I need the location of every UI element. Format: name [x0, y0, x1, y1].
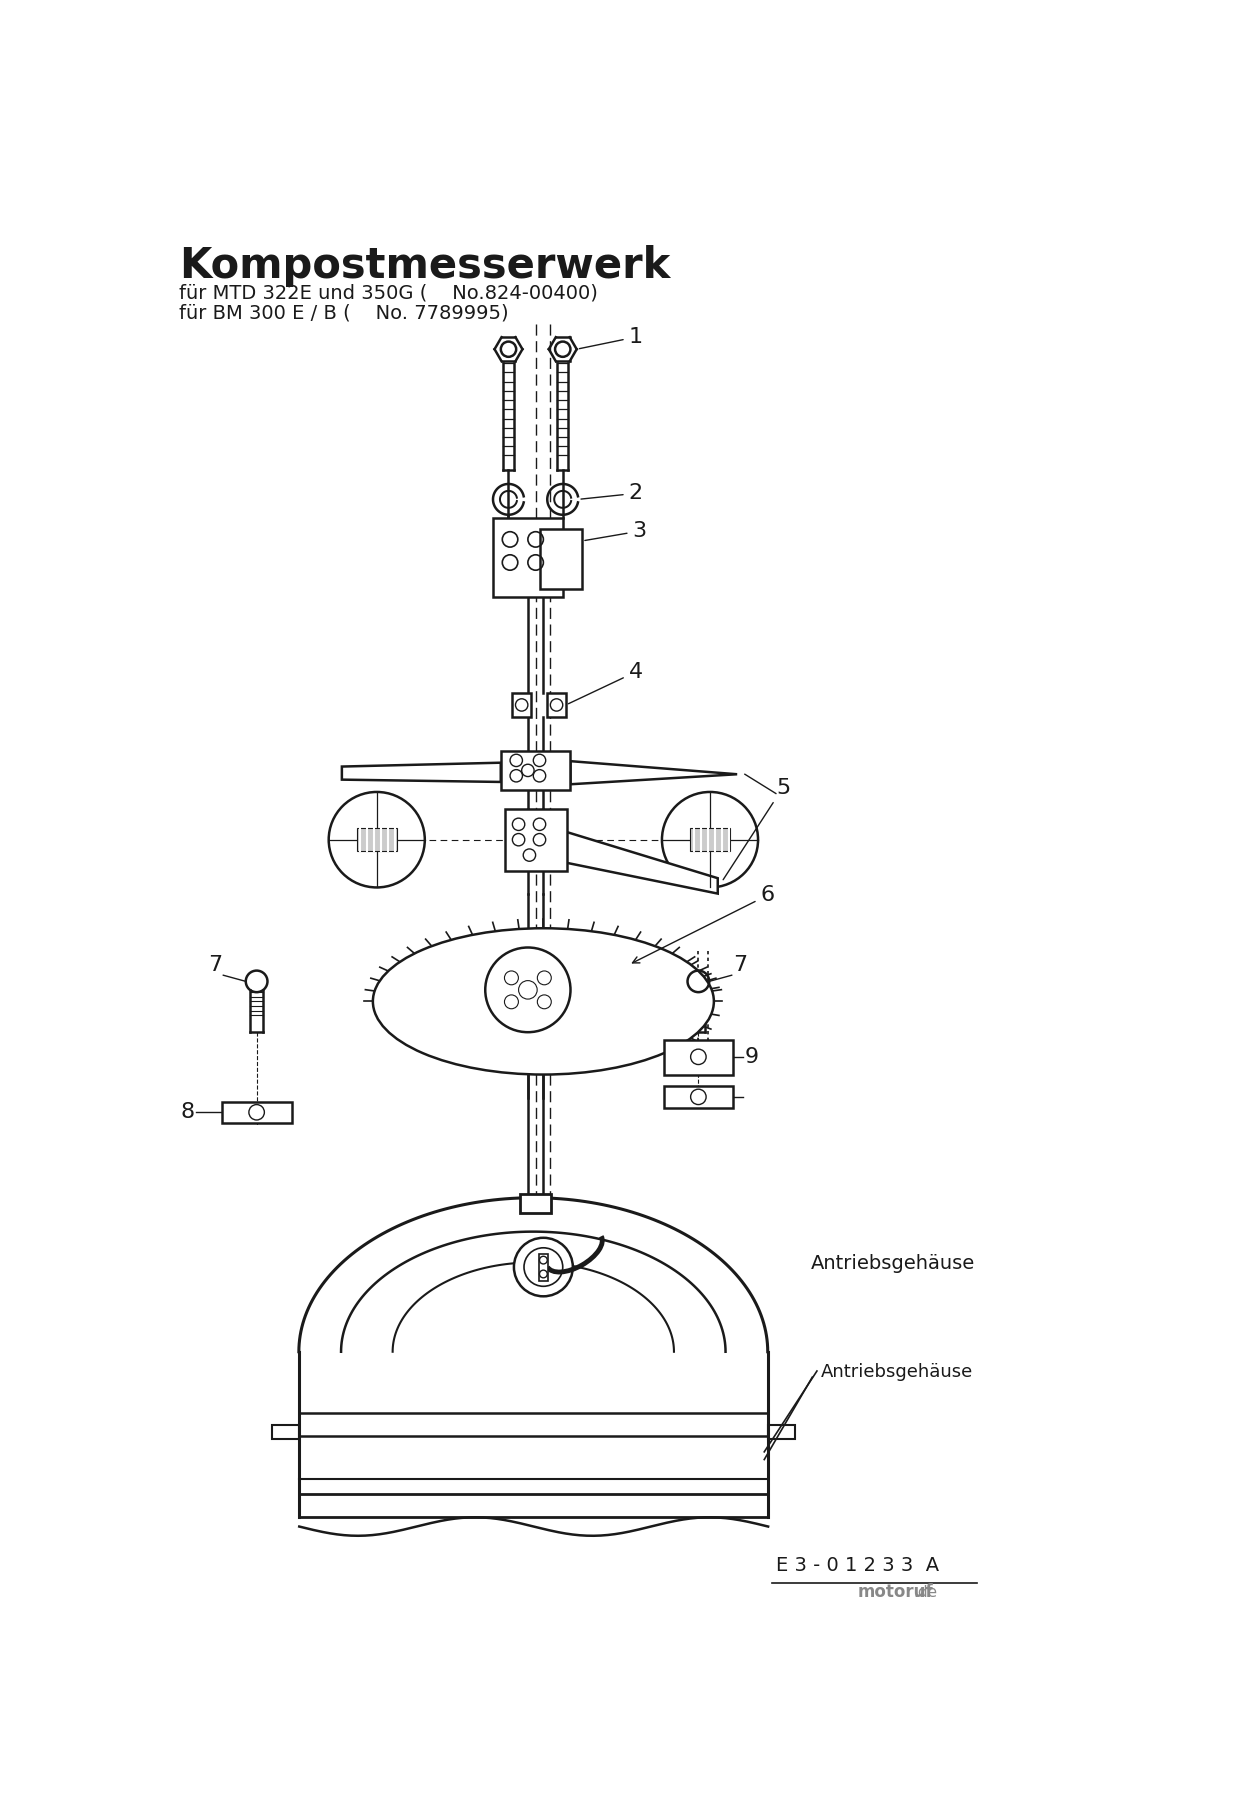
Text: 9: 9 [744, 1048, 759, 1067]
Circle shape [662, 792, 758, 887]
Bar [520, 1193, 551, 1213]
Circle shape [514, 1238, 572, 1296]
Text: Antriebsgehäuse: Antriebsgehäuse [821, 1363, 973, 1381]
Bar [493, 518, 562, 598]
Text: Antriebsgehäuse: Antriebsgehäuse [811, 1253, 975, 1273]
Bar [501, 751, 570, 790]
Bar [663, 1040, 733, 1075]
Text: 4: 4 [569, 662, 642, 704]
Text: 2: 2 [581, 484, 642, 504]
Bar [272, 1426, 299, 1438]
Bar [505, 808, 566, 871]
Bar [768, 1426, 796, 1438]
Circle shape [555, 342, 570, 356]
Text: für MTD 322E und 350G (    No.824-00400): für MTD 322E und 350G ( No.824-00400) [180, 284, 599, 302]
Circle shape [485, 947, 570, 1031]
Bar [540, 529, 582, 589]
Bar [357, 828, 397, 851]
Text: 3: 3 [585, 520, 647, 542]
Text: 7: 7 [733, 954, 747, 974]
Bar [663, 1085, 733, 1107]
Bar [222, 1102, 292, 1123]
Bar [513, 693, 531, 716]
Text: Kompostmesserwerk: Kompostmesserwerk [180, 245, 671, 288]
Polygon shape [570, 761, 737, 785]
Text: 6: 6 [632, 886, 774, 963]
Circle shape [329, 792, 425, 887]
Polygon shape [566, 832, 718, 893]
Text: für BM 300 E / B (    No. 7789995): für BM 300 E / B ( No. 7789995) [180, 304, 509, 322]
Text: .de: .de [914, 1584, 938, 1600]
Polygon shape [342, 763, 501, 781]
Text: 1: 1 [580, 328, 642, 349]
Bar [690, 828, 731, 851]
Text: motoruf: motoruf [857, 1582, 933, 1600]
Text: 5: 5 [723, 778, 791, 880]
Text: 8: 8 [181, 1102, 195, 1121]
Text: E 3 - 0 1 2 3 3  A: E 3 - 0 1 2 3 3 A [776, 1557, 939, 1575]
Ellipse shape [373, 929, 713, 1075]
Bar [539, 1255, 547, 1282]
Circle shape [501, 342, 516, 356]
Bar [547, 693, 566, 716]
Text: 7: 7 [207, 954, 222, 974]
